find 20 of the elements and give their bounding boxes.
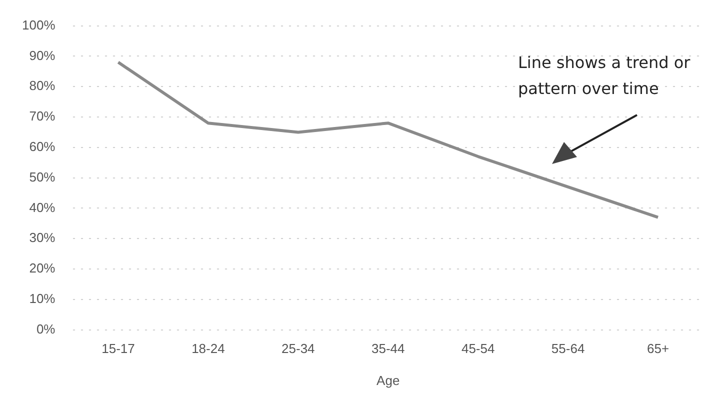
y-tick-label: 10%	[29, 290, 56, 306]
x-tick-label: 55-64	[551, 341, 585, 356]
y-tick-label: 20%	[29, 260, 56, 276]
y-tick-label: 70%	[29, 108, 56, 124]
x-tick-label: 35-44	[372, 341, 405, 356]
annotation: Line shows a trend or pattern over time	[518, 52, 692, 100]
x-tick-label: 45-54	[461, 341, 495, 356]
y-tick-label: 50%	[29, 169, 56, 184]
y-tick-label: 0%	[36, 321, 56, 336]
y-tick-label: 30%	[29, 230, 56, 246]
y-tick-label: 40%	[29, 200, 56, 215]
y-tick-label: 60%	[29, 138, 56, 154]
x-tick-label: 15-17	[102, 341, 135, 356]
x-tick-label: 18-24	[192, 341, 225, 356]
y-tick-label: 100%	[22, 17, 56, 32]
x-tick-label: 65+	[646, 341, 670, 356]
x-axis-title: Age	[376, 372, 400, 388]
y-tick-label: 90%	[29, 48, 56, 63]
y-tick-label: 80%	[29, 78, 56, 94]
x-tick-label: 25-34	[282, 341, 315, 356]
